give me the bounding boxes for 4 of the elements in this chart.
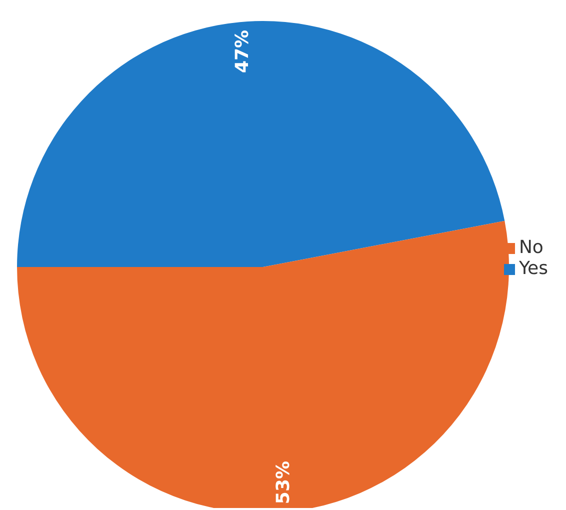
legend-label: No bbox=[518, 237, 544, 258]
data-label: 53% bbox=[272, 460, 294, 504]
legend-label: Yes bbox=[518, 258, 548, 279]
data-label: 47% bbox=[232, 30, 254, 74]
